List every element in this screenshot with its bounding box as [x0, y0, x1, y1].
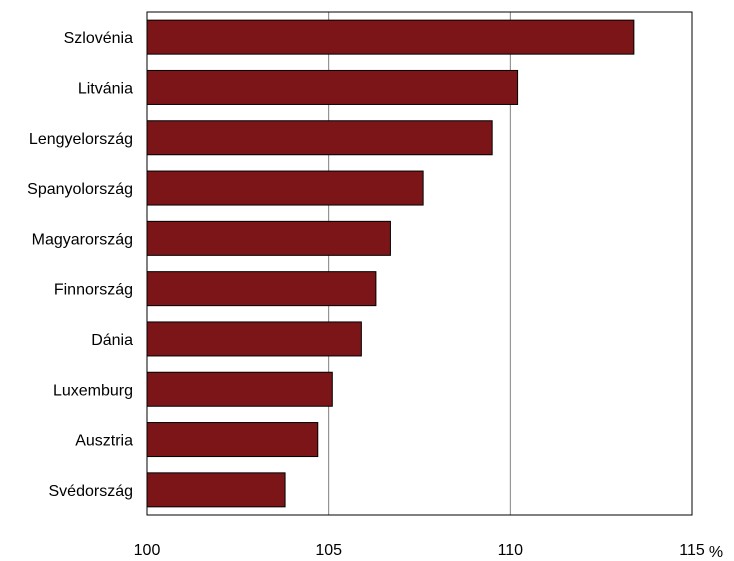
category-label: Spanyolország: [27, 181, 133, 198]
bar-6: [146, 321, 362, 357]
x-tick-labels: 100 105 110 115: [134, 542, 705, 559]
bar-9: [146, 472, 286, 508]
bar-0: [146, 19, 635, 55]
bar-7: [146, 371, 333, 407]
bar-1: [146, 69, 519, 105]
category-labels: Szlovénia Litvánia Lengyelország Spanyolors…: [27, 30, 133, 500]
bars: [146, 19, 635, 508]
bar-5: [146, 271, 377, 307]
category-label: Szlovénia: [64, 30, 133, 47]
bar-8: [146, 422, 319, 458]
category-label: Luxemburg: [53, 382, 133, 399]
x-tick-label: 115: [679, 542, 705, 559]
category-label: Dánia: [91, 332, 133, 349]
category-label: Svédország: [49, 483, 134, 500]
category-label: Lengyelország: [29, 131, 133, 148]
category-label: Finnország: [54, 282, 133, 299]
category-label: Litvánia: [78, 80, 133, 97]
category-label: Ausztria: [75, 433, 133, 450]
plot-area-frame: [146, 11, 693, 516]
category-label: Magyarország: [32, 231, 133, 248]
bar-3: [146, 170, 424, 206]
bar-2: [146, 120, 493, 156]
x-tick-label: 105: [315, 542, 342, 559]
bar-4: [146, 220, 391, 256]
x-tick-label: 100: [134, 542, 161, 559]
x-tick-label: 110: [498, 542, 524, 559]
x-unit-label: %: [709, 544, 723, 561]
